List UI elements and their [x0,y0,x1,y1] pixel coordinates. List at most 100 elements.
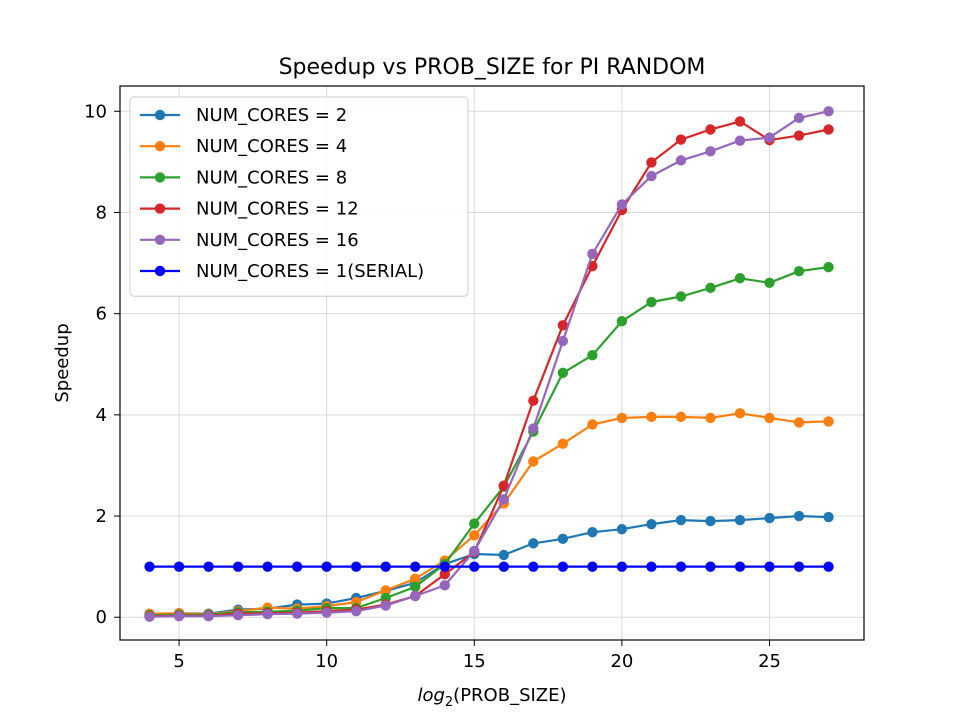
data-point [262,608,273,620]
data-point [528,561,539,572]
data-point [823,416,834,427]
data-point [734,273,746,284]
data-point [410,561,421,572]
x-axis-label: log2(PROB_SIZE) [417,685,566,710]
data-point [469,561,480,572]
legend-swatch-marker [154,172,166,183]
x-axis-label-log: log [417,685,444,706]
legend-label: NUM_CORES = 8 [196,167,347,188]
data-point [793,130,805,141]
data-point [793,561,805,572]
data-point [410,581,421,593]
legend-box [129,96,469,297]
x-tick-label: 15 [463,651,486,672]
data-point [587,527,598,538]
legend: NUM_CORES = 2 NUM_CORES = 4 NUM_CORES = 8 N… [129,96,469,297]
data-point [734,135,746,146]
legend-entry: NUM_CORES = 2 [140,105,347,126]
series-6 [144,561,834,572]
x-axis-label-rest: (PROB_SIZE) [453,685,566,706]
x-tick-label: 25 [758,651,781,672]
data-point [823,106,834,117]
data-point [616,524,628,535]
data-point [173,611,185,622]
y-axis-label: Speedup [52,323,73,402]
data-point [734,116,746,127]
data-point [793,417,805,428]
data-point [734,408,746,419]
legend-swatch-marker [154,203,166,214]
data-point [498,549,510,561]
data-point [734,561,746,572]
data-point [410,590,421,602]
chart-title: Speedup vs PROB_SIZE for PI RANDOM [279,55,706,80]
data-point [646,296,657,308]
series-5 [144,106,834,622]
data-point [321,561,332,572]
x-tick-label: 10 [315,651,338,672]
data-point [144,611,155,622]
data-point [528,456,539,467]
data-point [469,518,480,529]
y-tick-label: 10 [84,101,107,122]
data-point [764,561,775,572]
x-tick-label: 5 [173,651,184,672]
data-point [557,320,569,331]
data-point [793,265,805,277]
data-point [144,561,155,572]
data-point [646,170,657,182]
data-point [764,412,775,424]
grid-lines [120,86,864,640]
data-point [498,561,510,572]
data-point [616,199,628,210]
y-tick-label: 2 [96,506,107,527]
legend-label: NUM_CORES = 2 [196,105,347,126]
data-point [823,124,834,135]
data-point [675,411,687,423]
data-point [705,282,716,294]
data-point [793,112,805,124]
data-point [705,561,716,572]
legend-swatch-marker [154,234,166,245]
legend-entry: NUM_CORES = 4 [140,136,347,157]
x-axis-label-subscript: 2 [445,695,453,710]
data-point [380,600,391,611]
data-point [380,561,391,572]
data-point [705,412,716,424]
series-layer [144,106,834,622]
data-point [764,132,775,143]
data-point [350,605,362,617]
data-point [793,510,805,522]
legend-swatch-marker [154,141,166,152]
data-point [557,561,569,572]
data-point [675,291,687,302]
legend-entry: NUM_CORES = 16 [140,230,359,251]
plot-frame [119,85,865,641]
y-tick-label: 4 [96,405,107,426]
data-point [203,561,214,572]
data-point [350,561,362,572]
data-point [734,514,746,526]
data-point [587,419,598,430]
data-point [764,512,775,524]
data-point [173,561,185,572]
y-tick-label: 0 [96,607,107,628]
data-point [232,561,244,572]
data-point [469,530,480,541]
data-point [823,561,834,572]
data-point [587,561,598,572]
data-point [232,610,244,621]
data-point [823,261,834,273]
data-point [498,494,510,505]
data-point [823,511,834,523]
y-tick-label: 6 [96,304,107,325]
data-point [203,611,214,622]
y-tick-label: 8 [96,202,107,223]
data-point [321,607,332,618]
legend-entry: NUM_CORES = 8 [140,167,347,188]
data-point [646,561,657,572]
data-point [646,518,657,530]
legend-entry: NUM_CORES = 12 [140,199,359,220]
data-point [262,561,273,572]
